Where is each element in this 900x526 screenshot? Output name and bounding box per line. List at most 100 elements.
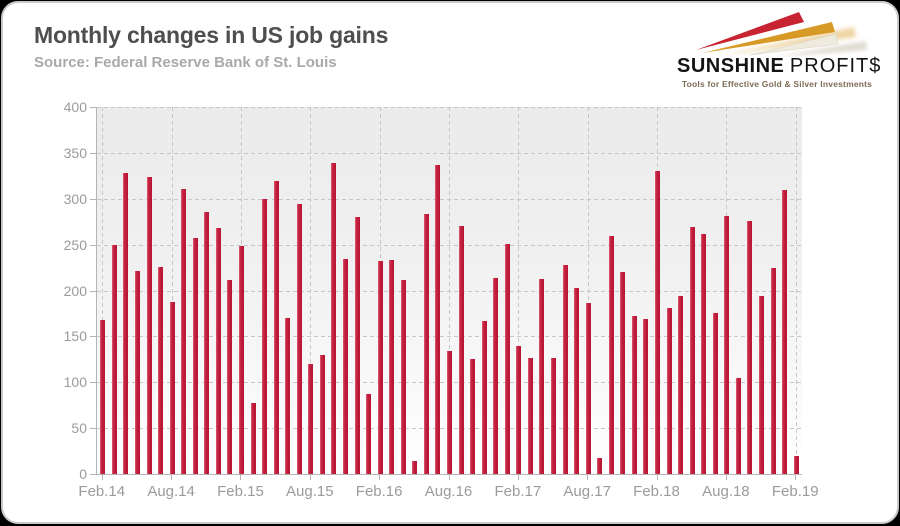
- x-gridline-Aug.14: [171, 107, 173, 474]
- bar: [782, 189, 788, 474]
- bar: [308, 363, 314, 474]
- bar: [516, 345, 522, 474]
- y-axis-tick: [90, 198, 97, 200]
- y-axis-tick: [90, 336, 97, 338]
- bar: [134, 271, 140, 474]
- page-title: Monthly changes in US job gains: [34, 22, 389, 48]
- y-axis-label: 150: [63, 328, 87, 345]
- x-axis-label: Aug.14: [147, 483, 195, 500]
- x-gridline-Aug.16: [449, 107, 450, 474]
- bar: [158, 266, 164, 474]
- y-axis-tick: [90, 290, 97, 292]
- y-axis-label: 300: [63, 190, 87, 207]
- x-axis-tick: [171, 475, 173, 480]
- x-axis-label: Aug.18: [702, 483, 750, 500]
- x-axis-tick: [448, 475, 450, 480]
- bar: [493, 277, 499, 474]
- bar: [666, 307, 672, 474]
- x-gridline-Aug.15: [310, 107, 312, 474]
- y-axis-tick: [90, 382, 97, 384]
- logo-brand-profits: PROFIT$: [789, 55, 882, 77]
- x-axis-tick: [587, 475, 589, 480]
- x-axis-label: Feb.15: [217, 483, 264, 500]
- bar: [735, 377, 741, 474]
- x-axis-tick: [656, 475, 658, 480]
- y-axis-label: 250: [63, 236, 87, 253]
- x-axis-tick: [309, 475, 311, 480]
- bar: [620, 272, 626, 474]
- x-axis-tick: [517, 475, 519, 480]
- x-axis-label: Aug.17: [563, 483, 611, 500]
- bar: [423, 214, 429, 474]
- bar: [585, 303, 591, 474]
- y-axis-tick: [90, 474, 97, 475]
- bar: [331, 162, 337, 474]
- sunshine-profits-logo: SUNSHINE PROFIT$ Tools for Effective Gol…: [677, 9, 880, 89]
- logo-arrows-icon: [696, 12, 867, 57]
- bar: [447, 351, 452, 474]
- x-axis-label: Feb.19: [771, 483, 819, 500]
- bar: [354, 217, 360, 474]
- bar: [574, 287, 580, 474]
- bar: [215, 228, 221, 474]
- bar: [111, 244, 117, 474]
- bar: [285, 318, 291, 474]
- chart-header: Monthly changes in US job gains Source: …: [34, 22, 388, 71]
- y-axis-label: 200: [63, 282, 87, 299]
- x-axis-tick: [795, 475, 797, 480]
- x-axis-label: Aug.16: [424, 483, 473, 500]
- bar: [655, 171, 661, 474]
- bar: [169, 302, 175, 474]
- bar: [412, 461, 418, 474]
- bar: [400, 280, 406, 474]
- bar: [227, 279, 233, 474]
- bar: [250, 403, 256, 474]
- bar: [504, 243, 510, 474]
- source-subtitle: Source: Federal Reserve Bank of St. Loui…: [34, 54, 337, 71]
- x-gridline-Feb.14: [102, 107, 104, 474]
- x-gridline-Feb.19: [795, 107, 797, 474]
- y-axis-label: 350: [63, 144, 87, 161]
- bar: [342, 259, 348, 474]
- x-axis-label: Feb.17: [494, 483, 542, 500]
- y-axis-label: 50: [71, 420, 87, 437]
- bar: [192, 238, 198, 474]
- x-gridline-Feb.17: [518, 107, 520, 474]
- y-axis-tick: [90, 428, 97, 430]
- x-axis-label: Feb.16: [355, 483, 403, 500]
- y-axis-tick: [90, 107, 97, 108]
- bar: [204, 211, 210, 474]
- bar: [597, 457, 603, 474]
- bar: [689, 227, 695, 474]
- bar: [678, 296, 684, 474]
- bar: [262, 198, 268, 474]
- logo-brand: SUNSHINE PROFIT$: [677, 55, 880, 78]
- x-axis-tick: [725, 475, 727, 480]
- bar: [712, 312, 718, 474]
- bar: [389, 260, 395, 474]
- plot-area: [96, 107, 802, 475]
- bar: [377, 261, 383, 474]
- x-axis-label: Aug.15: [286, 483, 334, 500]
- x-gridline-Aug.17: [587, 107, 589, 474]
- bar: [458, 226, 464, 474]
- bar: [724, 216, 730, 474]
- bar: [527, 358, 533, 474]
- bar: [539, 278, 545, 474]
- bar: [701, 233, 707, 474]
- bar: [631, 316, 637, 474]
- bar: [747, 220, 753, 474]
- x-axis-label: Feb.18: [633, 483, 680, 500]
- bar: [770, 267, 776, 474]
- logo-brand-sunshine: SUNSHINE: [677, 55, 785, 77]
- bar: [643, 318, 649, 474]
- bar: [608, 236, 614, 474]
- bar: [366, 394, 372, 474]
- bar: [551, 358, 557, 474]
- bar-chart: 0 50 100 150 200 250 300 350 400 Feb.14 Aug.14 Feb.…: [3, 3, 900, 526]
- bar: [100, 319, 106, 474]
- bar: [123, 173, 129, 474]
- x-axis-tick: [240, 475, 242, 480]
- bar: [319, 354, 325, 474]
